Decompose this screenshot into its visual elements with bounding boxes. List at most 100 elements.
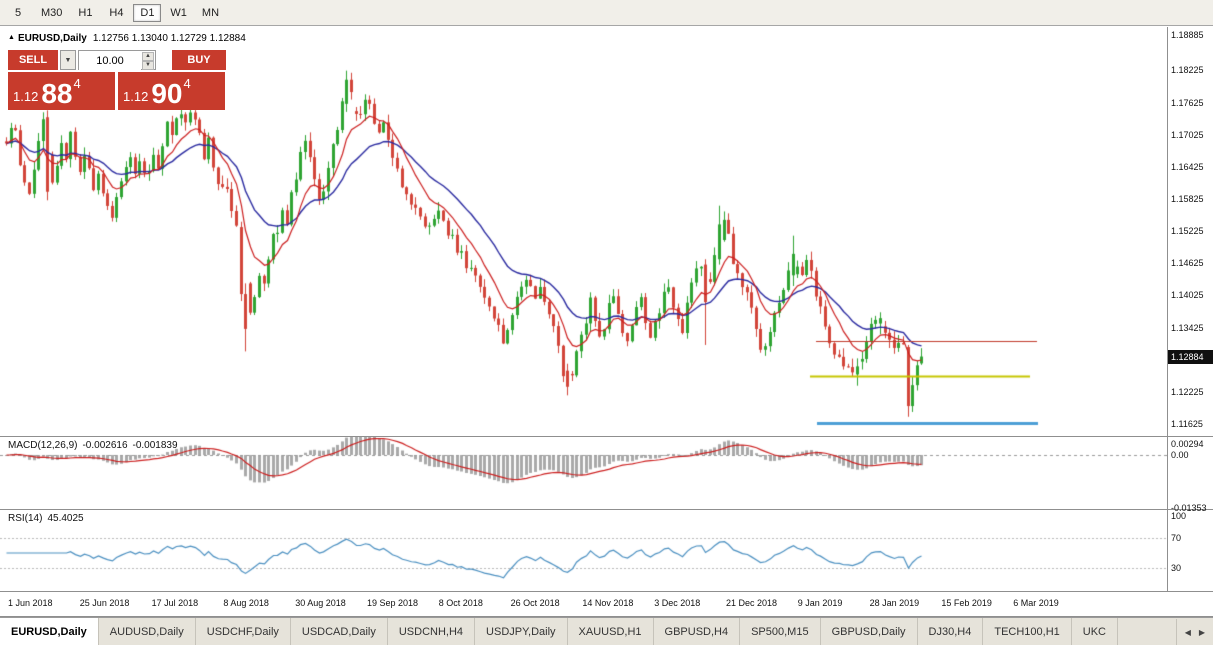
macd-value-signal: -0.001839: [132, 440, 178, 451]
volume-input[interactable]: [79, 52, 141, 70]
chart-tab-gbpusd-daily[interactable]: GBPUSD,Daily: [821, 618, 918, 645]
chart-tab-sp500-m15[interactable]: SP500,M15: [740, 618, 821, 645]
chart-tab-usdcad-daily[interactable]: USDCAD,Daily: [291, 618, 388, 645]
chart-tab-usdjpy-daily[interactable]: USDJPY,Daily: [475, 618, 568, 645]
rsi-label: RSI(14): [8, 513, 43, 524]
main-macd-separator[interactable]: [0, 436, 1213, 437]
rsi-dates-separator: [0, 591, 1213, 592]
date-axis-label: 15 Feb 2019: [941, 598, 992, 608]
timeframe-toolbar: 5 M30 H1 H4 D1 W1 MN: [0, 0, 1213, 26]
timeframe-button-mn[interactable]: MN: [201, 6, 220, 19]
chart-tab-ukc[interactable]: UKC: [1072, 618, 1118, 645]
price-axis-label: 1.16425: [1171, 161, 1204, 172]
chart-header: ▲ EURUSD,Daily 1.12756 1.13040 1.12729 1.1…: [8, 33, 246, 44]
price-scale[interactable]: 1.12884 1.18885 1.18225 1.17625 1.17025 1.16…: [1168, 0, 1213, 645]
timeframe-button-d1[interactable]: D1: [133, 3, 162, 22]
timeframe-button-5[interactable]: 5: [14, 6, 22, 19]
buy-price-box[interactable]: 1.12 90 4: [118, 72, 225, 110]
sell-price-prefix: 1.12: [13, 89, 39, 104]
volume-spinner: ▲ ▼: [142, 52, 154, 70]
volume-spinner-down[interactable]: ▼: [142, 61, 154, 70]
chart-tab-usdchf-daily[interactable]: USDCHF,Daily: [196, 618, 291, 645]
date-axis-label: 8 Aug 2018: [223, 598, 269, 608]
date-axis-label: 1 Jun 2018: [8, 598, 53, 608]
chart-ohlc-values: 1.12756 1.13040 1.12729 1.12884: [92, 33, 246, 44]
price-axis-label: 1.14025: [1171, 290, 1204, 301]
date-axis-label: 14 Nov 2018: [582, 598, 634, 608]
volume-dropdown-button[interactable]: ▼: [60, 50, 76, 70]
chart-tab-eurusd-daily[interactable]: EURUSD,Daily: [0, 618, 99, 645]
buy-price-prefix: 1.12: [123, 89, 149, 104]
chart-tab-dj30-h4[interactable]: DJ30,H4: [918, 618, 984, 645]
chart-tab-audusd-daily[interactable]: AUDUSD,Daily: [99, 618, 196, 645]
chart-tabs: EURUSD,Daily AUDUSD,Daily USDCHF,Daily USDC…: [0, 618, 1178, 645]
chart-tab-tech100-h1[interactable]: TECH100,H1: [983, 618, 1072, 645]
rsi-value: 45.4025: [47, 513, 84, 524]
price-axis-label: 1.18225: [1171, 65, 1204, 76]
volume-spinner-up[interactable]: ▲: [142, 52, 154, 61]
macd-label: MACD(12,26,9): [8, 440, 78, 451]
price-axis-label: 1.15825: [1171, 193, 1204, 204]
timeframe-button-h1[interactable]: H1: [78, 6, 93, 19]
tabs-scroll-right-button[interactable]: ▶: [1198, 627, 1205, 637]
time-scale[interactable]: 1 Jun 2018 25 Jun 2018 17 Jul 2018 8 Aug 20…: [0, 592, 1167, 616]
date-axis-label: 8 Oct 2018: [438, 598, 483, 608]
date-axis-label: 19 Sep 2018: [367, 598, 419, 608]
buy-button[interactable]: BUY: [172, 50, 226, 70]
tabs-scroll-controls: ◀ ▶: [1175, 619, 1213, 645]
volume-field-wrap: ▲ ▼: [78, 50, 156, 70]
chart-symbol-icon: ▲: [8, 34, 15, 41]
sell-price-sup: 4: [73, 76, 81, 91]
one-click-trade-panel: SELL ▼ ▲ ▼ BUY 1.12 88 4 1.12 90 4: [8, 50, 226, 110]
macd-axis-label: 0.00294: [1171, 438, 1204, 449]
price-axis-label: 1.11625: [1171, 419, 1203, 429]
chart-tab-gbpusd-h4[interactable]: GBPUSD,H4: [654, 618, 741, 645]
trade-controls-row: SELL ▼ ▲ ▼ BUY: [8, 50, 226, 70]
date-axis-label: 21 Dec 2018: [726, 598, 778, 608]
rsi-axis-label: 30: [1171, 562, 1182, 573]
tabs-scroll-left-button[interactable]: ◀: [1184, 627, 1191, 637]
rsi-indicator-canvas[interactable]: [0, 510, 1167, 591]
macd-rsi-separator[interactable]: [0, 509, 1213, 510]
buy-price-sup: 4: [183, 76, 191, 91]
price-axis-label: 1.17025: [1171, 129, 1204, 140]
chart-tab-xauusd-h1[interactable]: XAUUSD,H1: [568, 618, 654, 645]
rsi-header: RSI(14) 45.4025: [8, 513, 89, 524]
price-axis-label: 1.13425: [1171, 322, 1204, 333]
trade-prices-row: 1.12 88 4 1.12 90 4: [8, 72, 226, 110]
date-axis-label: 25 Jun 2018: [79, 598, 130, 608]
date-axis-label: 6 Mar 2019: [1013, 598, 1059, 608]
price-axis-label: 1.17625: [1171, 97, 1204, 108]
timeframe-button-w1[interactable]: W1: [170, 6, 187, 19]
macd-header: MACD(12,26,9) -0.002616 -0.001839: [8, 440, 183, 451]
timeframe-button-group: 5 M30 H1 H4 D1 W1 MN: [4, 3, 228, 22]
current-price-badge: 1.12884: [1168, 349, 1213, 364]
date-axis-label: 17 Jul 2018: [151, 598, 199, 608]
date-axis-label: 28 Jan 2019: [869, 598, 920, 608]
macd-axis-label: -0.01353: [1171, 502, 1207, 513]
date-axis-label: 30 Aug 2018: [295, 598, 346, 608]
chart-tabs-bar: EURUSD,Daily AUDUSD,Daily USDCHF,Daily USDC…: [0, 617, 1213, 645]
price-axis-label: 1.14625: [1171, 258, 1204, 269]
macd-value-main: -0.002616: [82, 440, 128, 451]
sell-button[interactable]: SELL: [8, 50, 58, 70]
date-axis-label: 9 Jan 2019: [797, 598, 843, 608]
buy-price-big: 90: [151, 78, 183, 109]
chart-symbol-label: EURUSD,Daily: [17, 33, 87, 44]
macd-axis-label: 0.00: [1171, 450, 1189, 460]
price-axis-label: 1.12225: [1171, 386, 1204, 397]
sell-price-box[interactable]: 1.12 88 4: [8, 72, 115, 110]
macd-indicator-canvas[interactable]: [0, 437, 1167, 509]
timeframe-button-m30[interactable]: M30: [41, 6, 63, 19]
rsi-axis-label: 100: [1171, 511, 1187, 521]
date-axis-label: 3 Dec 2018: [654, 598, 701, 608]
date-axis-label: 26 Oct 2018: [510, 598, 560, 608]
chart-tab-usdcnh-h4[interactable]: USDCNH,H4: [388, 618, 476, 645]
dates-tabs-separator: [0, 616, 1213, 617]
rsi-axis-label: 70: [1171, 533, 1182, 544]
price-scale-separator: [1167, 27, 1168, 592]
timeframe-button-h4[interactable]: H4: [109, 6, 124, 19]
price-axis-label: 1.15225: [1171, 226, 1204, 237]
price-axis-label: 1.18885: [1171, 30, 1204, 40]
